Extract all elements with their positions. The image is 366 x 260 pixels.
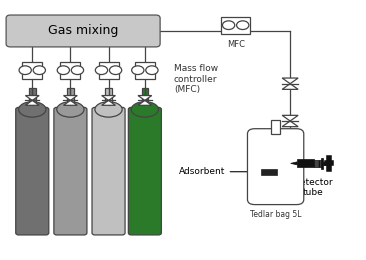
FancyBboxPatch shape (98, 62, 119, 79)
Polygon shape (138, 100, 152, 105)
Text: Tedlar bag 5L: Tedlar bag 5L (250, 210, 301, 219)
Bar (322, 162, 326, 165)
FancyBboxPatch shape (60, 62, 81, 79)
Bar (297, 159, 314, 167)
Text: Detector
tube: Detector tube (293, 178, 332, 197)
Polygon shape (282, 121, 298, 127)
FancyBboxPatch shape (92, 107, 125, 235)
Polygon shape (102, 100, 115, 105)
Polygon shape (63, 100, 77, 105)
Polygon shape (102, 95, 115, 100)
FancyBboxPatch shape (135, 62, 155, 79)
Text: MFC: MFC (227, 40, 244, 49)
Polygon shape (282, 115, 298, 121)
Circle shape (109, 66, 122, 75)
Ellipse shape (19, 102, 46, 117)
Circle shape (71, 66, 83, 75)
FancyBboxPatch shape (128, 107, 161, 235)
Bar (321, 158, 322, 169)
Polygon shape (282, 78, 298, 84)
Bar (261, 169, 277, 174)
FancyBboxPatch shape (247, 129, 304, 205)
Ellipse shape (95, 102, 122, 117)
Circle shape (236, 21, 249, 30)
Circle shape (146, 66, 158, 75)
Bar (105, 88, 112, 102)
Bar (142, 88, 148, 102)
Bar (29, 88, 36, 102)
Circle shape (57, 66, 70, 75)
Polygon shape (25, 100, 39, 105)
Bar (314, 160, 321, 167)
Text: Mass flow
controller
(MFC): Mass flow controller (MFC) (174, 64, 218, 94)
Circle shape (132, 66, 144, 75)
FancyBboxPatch shape (22, 62, 42, 79)
FancyBboxPatch shape (16, 107, 49, 235)
FancyBboxPatch shape (221, 17, 250, 34)
Bar (271, 120, 280, 134)
Polygon shape (25, 95, 39, 100)
Circle shape (19, 66, 31, 75)
FancyBboxPatch shape (54, 107, 87, 235)
Polygon shape (138, 95, 152, 100)
Text: Gas mixing: Gas mixing (48, 24, 118, 37)
FancyBboxPatch shape (6, 15, 160, 47)
Circle shape (95, 66, 108, 75)
Polygon shape (63, 95, 77, 100)
Ellipse shape (57, 102, 84, 117)
Polygon shape (282, 84, 298, 89)
Text: Adsorbent: Adsorbent (179, 167, 226, 176)
Circle shape (33, 66, 45, 75)
Circle shape (223, 21, 235, 30)
Polygon shape (291, 162, 297, 165)
Ellipse shape (131, 102, 158, 117)
Bar (67, 88, 74, 102)
